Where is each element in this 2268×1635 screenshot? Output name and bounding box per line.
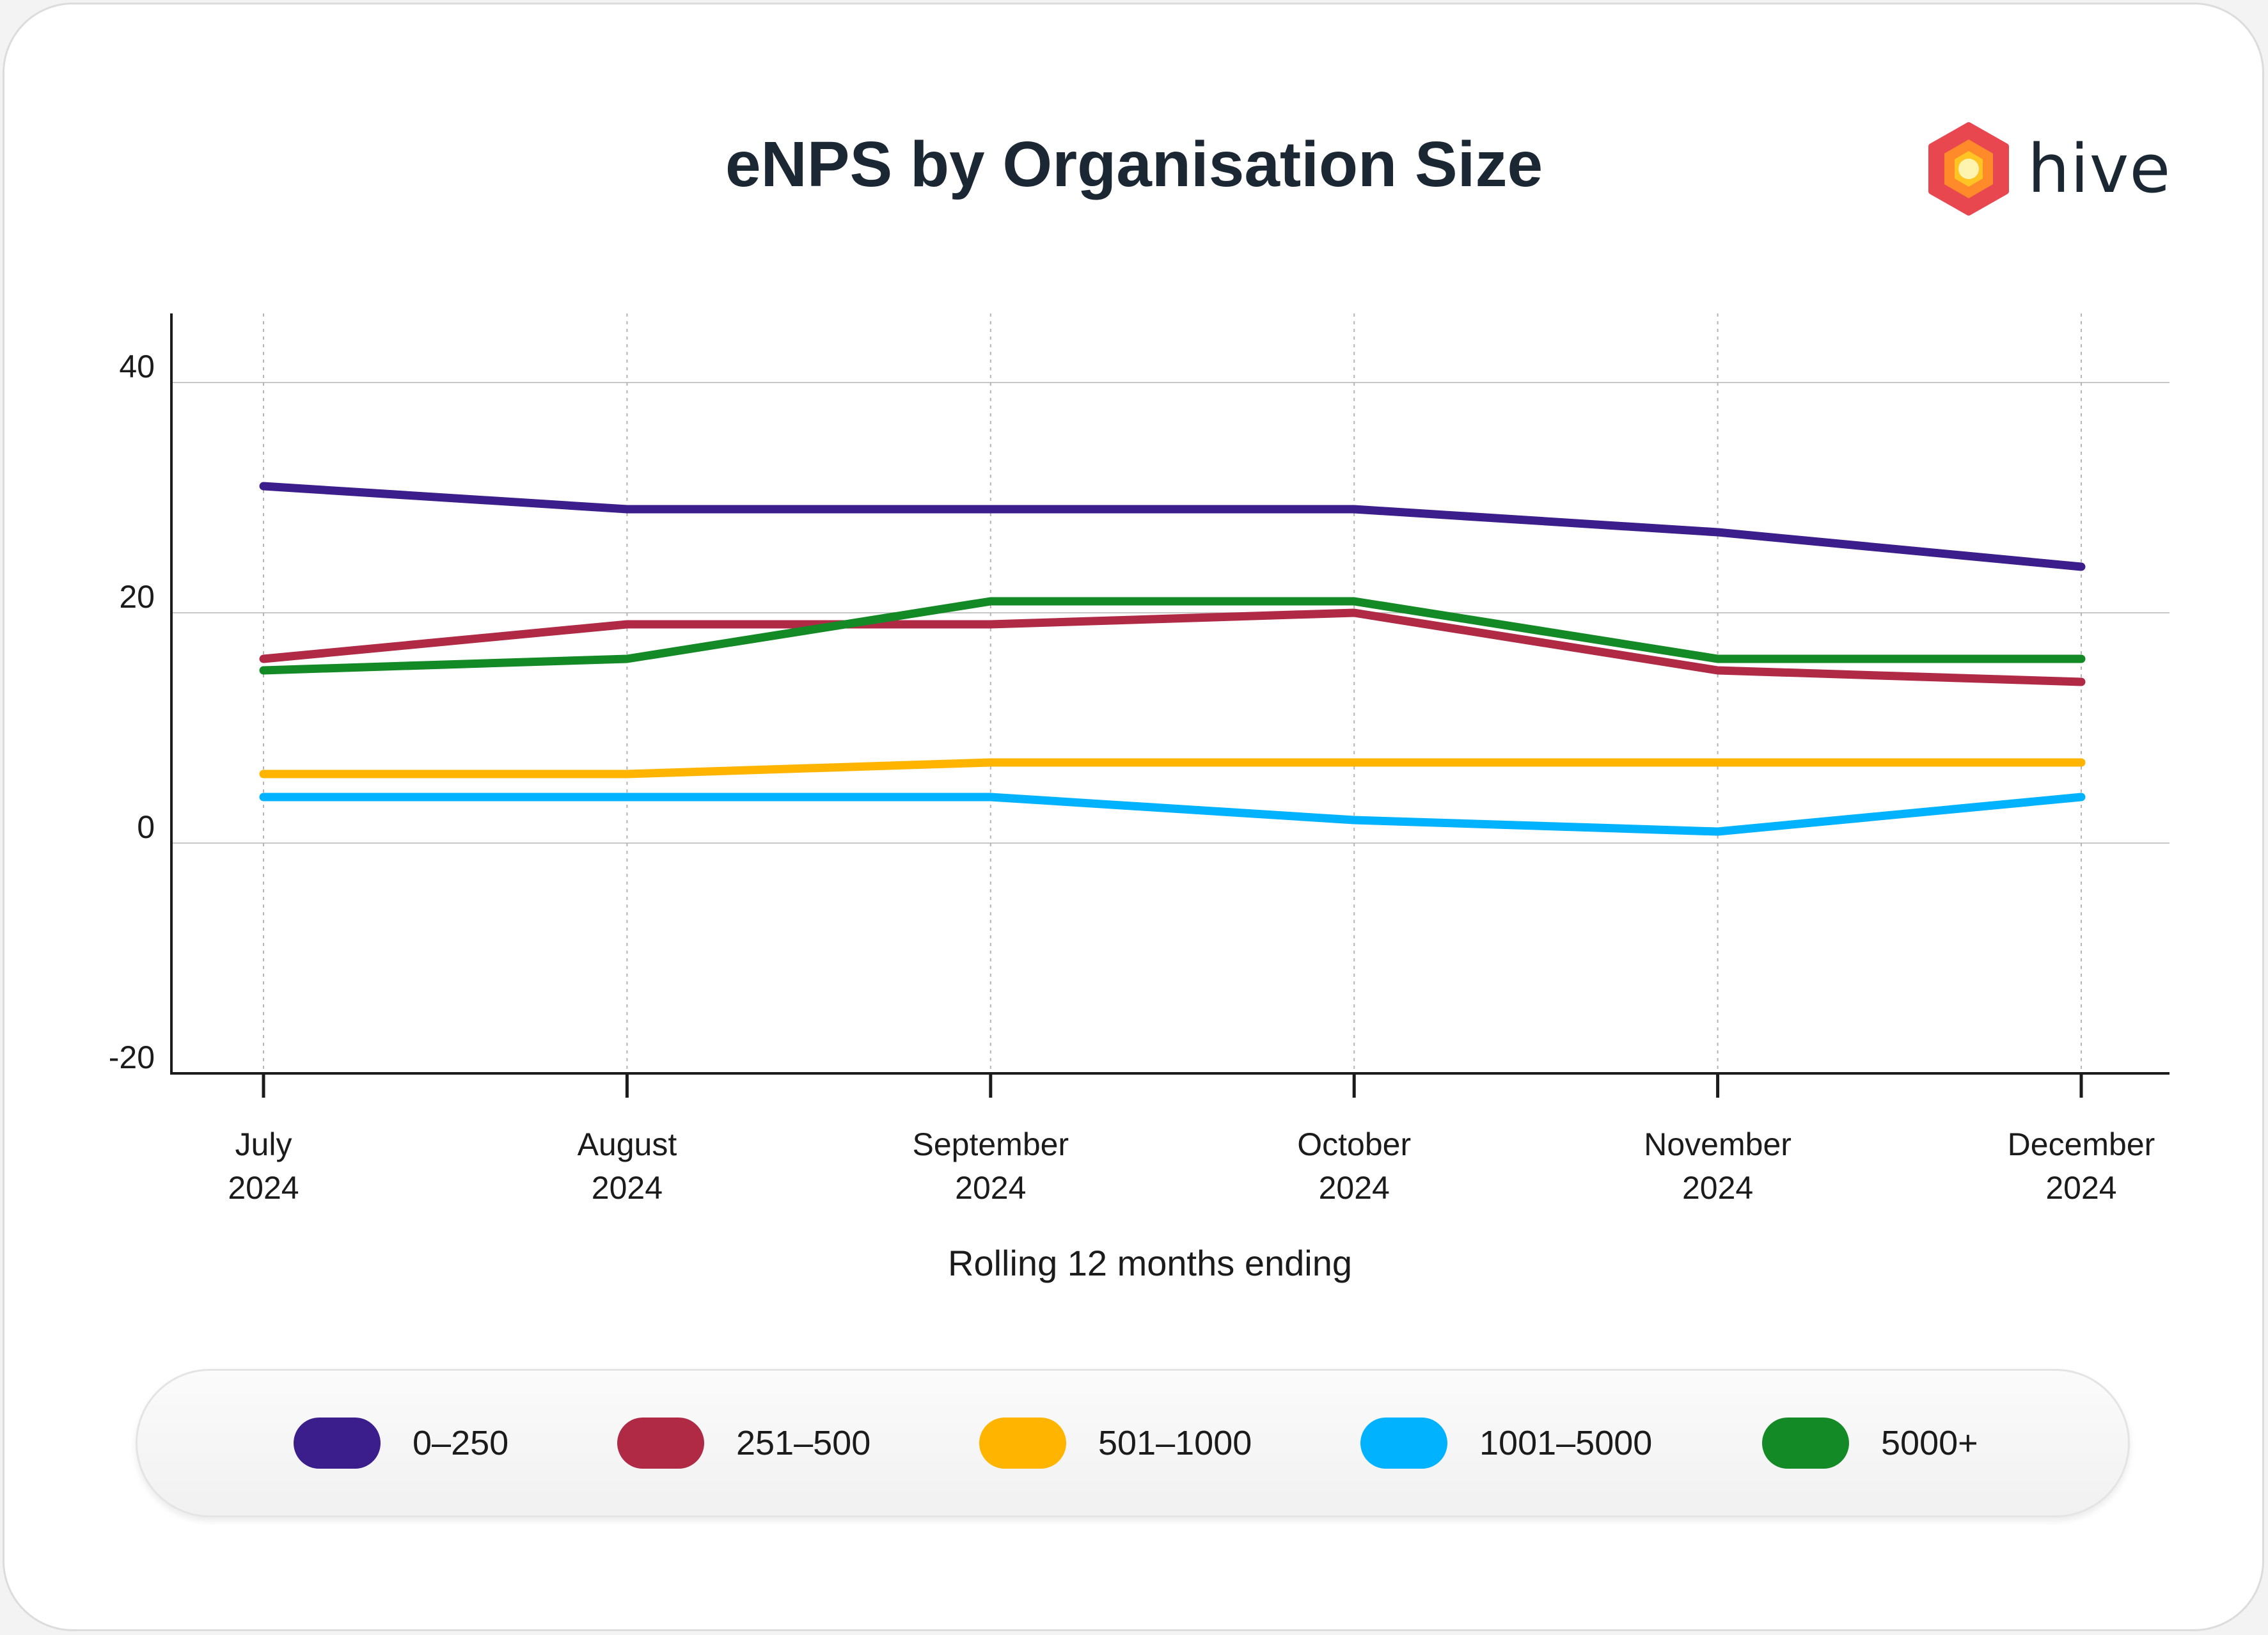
x-tick-label-year: 2024 [1682, 1170, 1753, 1206]
series-line-5000+ [259, 597, 2086, 675]
x-tick-label: October [1297, 1126, 1411, 1162]
x-tick-label-year: 2024 [955, 1170, 1026, 1206]
chart-legend: 0–250 251–500 501–1000 1001–5000 5000+ [136, 1369, 2130, 1517]
legend-swatch [617, 1418, 704, 1469]
series-line-1001–5000 [259, 793, 2086, 836]
x-tick-label-year: 2024 [2045, 1170, 2116, 1206]
x-axis-title: Rolling 12 months ending [948, 1243, 1352, 1283]
legend-swatch [294, 1418, 381, 1469]
x-tick-label-year: 2024 [592, 1170, 663, 1206]
y-tick-label: 0 [137, 809, 155, 845]
x-tick-label: December [2008, 1126, 2155, 1162]
legend-item: 501–1000 [979, 1418, 1360, 1469]
legend-item: 0–250 [294, 1418, 617, 1469]
legend-swatch [1360, 1418, 1447, 1469]
legend-label: 0–250 [413, 1424, 509, 1462]
chart-title: eNPS by Organisation Size [725, 129, 1543, 200]
series-line-501–1000 [259, 758, 2086, 778]
hive-logo: hive [1924, 122, 2171, 216]
x-tick-label: July [235, 1126, 292, 1162]
x-tick-label-year: 2024 [1319, 1170, 1390, 1206]
legend-swatch [1762, 1418, 1849, 1469]
logo-text: hive [2028, 130, 2171, 208]
series-line-251–500 [259, 608, 2086, 686]
legend-label: 5000+ [1881, 1424, 1978, 1462]
legend-label: 501–1000 [1098, 1424, 1252, 1462]
x-tick-label: September [913, 1126, 1069, 1162]
legend-item: 1001–5000 [1360, 1418, 1762, 1469]
y-tick-label: 40 [119, 349, 155, 384]
hexagon-logo-icon [1928, 122, 2009, 216]
legend-swatch [979, 1418, 1066, 1469]
legend-item: 5000+ [1762, 1418, 2005, 1469]
series-line-0–250 [259, 482, 2086, 571]
legend-item: 251–500 [617, 1418, 979, 1469]
y-tick-label: 20 [119, 579, 155, 615]
legend-label: 251–500 [736, 1424, 871, 1462]
x-tick-label: November [1644, 1126, 1792, 1162]
x-tick-label-year: 2024 [228, 1170, 299, 1206]
legend-label: 1001–5000 [1479, 1424, 1653, 1462]
y-tick-label: -20 [109, 1039, 155, 1075]
x-tick-label: August [578, 1126, 677, 1162]
